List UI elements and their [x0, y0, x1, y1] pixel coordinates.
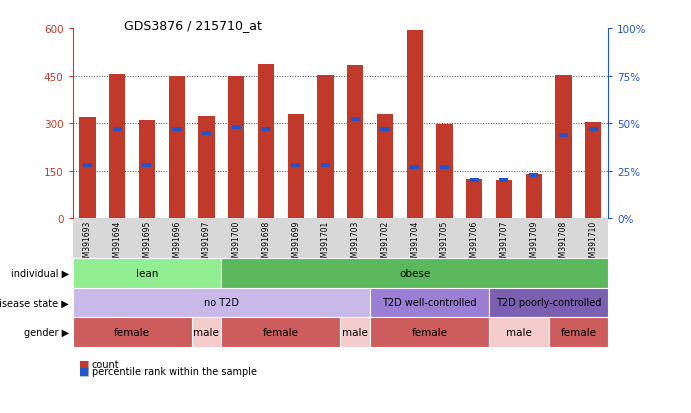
Text: male: male [506, 328, 532, 337]
Bar [406, 31, 423, 219]
Bar [495, 181, 512, 219]
Bar [500, 179, 509, 183]
Bar [317, 76, 334, 219]
Bar [347, 66, 363, 219]
Bar [470, 179, 479, 183]
Bar [287, 115, 304, 219]
Bar [79, 118, 95, 219]
Bar [526, 175, 542, 219]
Text: ■: ■ [79, 359, 90, 369]
Bar [410, 166, 419, 169]
Bar [436, 125, 453, 219]
Text: female: female [263, 328, 299, 337]
Text: female: female [560, 328, 596, 337]
Bar [466, 179, 482, 219]
Text: disease state ▶: disease state ▶ [0, 298, 69, 308]
Text: count: count [92, 359, 120, 369]
Text: GDS3876 / 215710_at: GDS3876 / 215710_at [124, 19, 263, 31]
Bar [440, 166, 449, 169]
Bar [261, 128, 270, 131]
Bar [529, 173, 538, 177]
Text: individual ▶: individual ▶ [11, 268, 69, 278]
Text: obese: obese [399, 268, 430, 278]
Bar [169, 77, 185, 219]
Text: gender ▶: gender ▶ [24, 328, 69, 337]
Bar [202, 131, 211, 135]
Bar [377, 114, 393, 219]
Bar [109, 75, 125, 219]
Bar [198, 116, 215, 219]
Text: female: female [412, 328, 448, 337]
Bar [291, 164, 300, 168]
Bar [589, 128, 598, 131]
Text: no T2D: no T2D [204, 298, 239, 308]
Bar [351, 118, 360, 122]
Text: male: male [193, 328, 219, 337]
Bar [139, 121, 155, 219]
Bar [585, 122, 601, 219]
Text: male: male [342, 328, 368, 337]
Text: T2D well-controlled: T2D well-controlled [382, 298, 477, 308]
Bar [83, 164, 92, 168]
Bar [113, 128, 122, 131]
Bar [321, 164, 330, 168]
Bar [258, 65, 274, 219]
Text: female: female [114, 328, 150, 337]
Text: percentile rank within the sample: percentile rank within the sample [92, 366, 257, 376]
Text: T2D poorly-controlled: T2D poorly-controlled [496, 298, 601, 308]
Bar [381, 128, 390, 131]
Text: ■: ■ [79, 366, 90, 376]
Bar [172, 128, 181, 131]
Bar [142, 164, 151, 168]
Bar [231, 126, 240, 130]
Bar [556, 76, 571, 219]
Bar [228, 77, 245, 219]
Bar [559, 133, 568, 137]
Text: lean: lean [135, 268, 158, 278]
